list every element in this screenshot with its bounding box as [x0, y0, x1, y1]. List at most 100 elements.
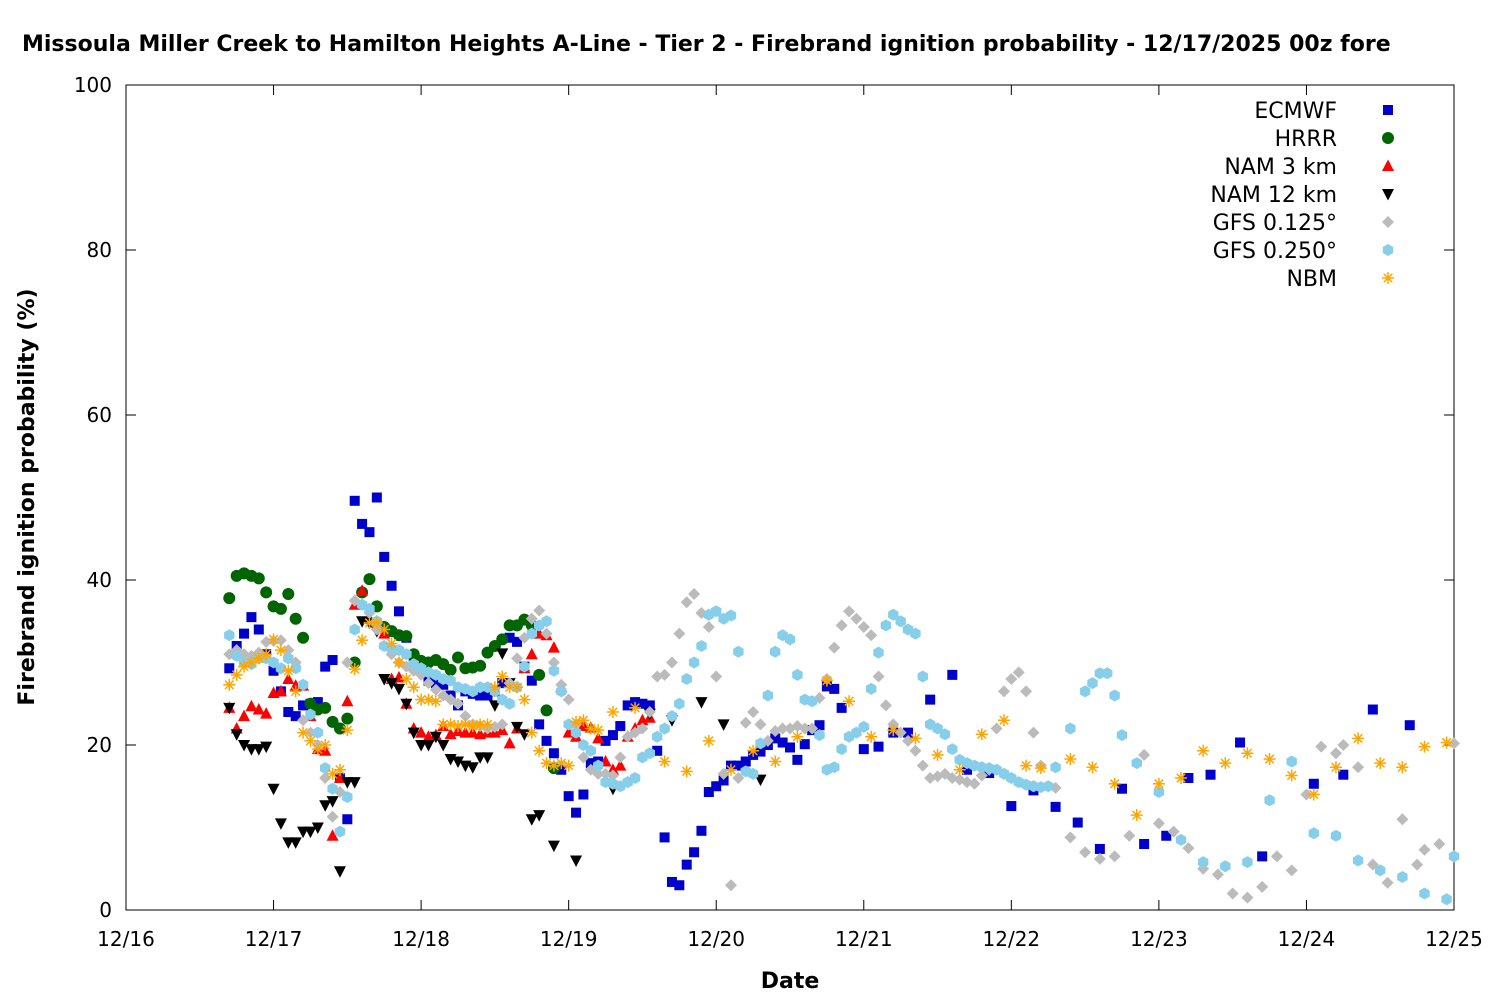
nam-12-km-point [223, 702, 236, 715]
gfs-0-250-point [563, 718, 574, 731]
x-tick-label: 12/21 [835, 927, 893, 951]
ecmwf-point [1072, 817, 1083, 828]
gfs-0-125-point [547, 656, 560, 669]
ecmwf-point [239, 628, 250, 639]
nbm-point [304, 734, 317, 747]
gfs-0-125-point [990, 722, 1003, 735]
ecmwf-point [792, 754, 803, 765]
y-tick-label: 100 [74, 73, 112, 97]
nbm-point [1307, 788, 1320, 801]
legend-label-ecmwf: ECMWF [1254, 99, 1337, 124]
legend-label-gfs-0-125: GFS 0.125° [1213, 211, 1337, 236]
gfs-0-125-point [1396, 813, 1409, 826]
ecmwf-point [947, 669, 958, 680]
ecmwf-point [858, 744, 869, 755]
ecmwf-point [925, 694, 936, 705]
nbm-point [629, 701, 642, 714]
nbm-point [282, 664, 295, 677]
ecmwf-point [666, 876, 677, 887]
gfs-0-250-point [327, 782, 338, 795]
nam-12-km-point [717, 719, 730, 731]
nam-12-km-point [437, 740, 450, 752]
legend-marker-ecmwf [1383, 105, 1393, 115]
gfs-0-125-point [326, 810, 339, 823]
nam-3-km-point [547, 641, 560, 653]
nbm-point [289, 685, 302, 698]
gfs-0-125-point [1138, 748, 1151, 761]
gfs-0-250-point [504, 697, 515, 710]
ecmwf-point [1183, 773, 1194, 783]
nam-12-km-point [488, 700, 501, 712]
gfs-0-125-point [614, 751, 627, 764]
ecmwf-point [962, 764, 973, 775]
ecmwf-point [637, 698, 648, 709]
nbm-point [444, 718, 457, 731]
ecmwf-point [379, 551, 390, 562]
nam-3-km-point [282, 672, 295, 684]
nam-12-km-point [400, 698, 413, 711]
gfs-0-250-point [1050, 761, 1061, 774]
gfs-0-125-point [1211, 868, 1224, 881]
legend-marker-gfs-0-250 [1382, 244, 1394, 256]
gfs-0-125-point [1093, 852, 1106, 865]
plot-frame [125, 84, 1455, 911]
gfs-0-250-point [755, 737, 766, 750]
nam-12-km-point [422, 740, 435, 752]
nam-3-km-point [326, 829, 339, 841]
gfs-0-125-point [1152, 817, 1165, 830]
ecmwf-point [268, 665, 279, 676]
nbm-point [1263, 753, 1276, 766]
ecmwf-point [799, 739, 810, 750]
gfs-0-250-point [526, 627, 537, 640]
gfs-0-125-point [865, 629, 878, 642]
ecmwf-point [1139, 839, 1150, 849]
nam-3-km-point [614, 759, 627, 771]
hrrr-point [223, 592, 236, 605]
gfs-0-250-point [770, 645, 781, 658]
nam-3-km-point [238, 709, 251, 722]
hrrr-point [274, 602, 287, 615]
nam-12-km-point [533, 810, 546, 822]
nbm-point [702, 734, 715, 747]
data-marks [223, 492, 1460, 906]
ecmwf-point [541, 735, 552, 746]
nbm-point [496, 670, 509, 683]
ecmwf-point [1050, 801, 1061, 812]
nbm-point [865, 730, 878, 743]
nbm-point [518, 693, 531, 706]
nbm-point [606, 706, 619, 718]
gfs-0-250-point [556, 685, 567, 698]
ecmwf-point [512, 636, 523, 647]
nam-12-km-point [304, 826, 317, 839]
nbm-point [680, 765, 693, 778]
ecmwf-point [622, 700, 633, 711]
nbm-point [230, 668, 243, 681]
y-tick-label: 80 [87, 238, 112, 262]
gfs-0-250-point [1079, 685, 1091, 698]
nbm-point [931, 748, 944, 761]
gfs-0-250-point [917, 670, 928, 683]
nbm-point [1440, 736, 1453, 749]
nam-12-km-point [260, 741, 273, 754]
gfs-0-125-point [680, 596, 693, 609]
x-tick-label: 12/23 [1130, 927, 1188, 951]
gfs-0-125-point [688, 588, 701, 601]
nbm-point [1352, 732, 1365, 745]
ecmwf-point [1404, 720, 1415, 731]
gfs-0-125-point [1167, 825, 1180, 838]
gfs-0-250-point [659, 722, 670, 735]
gfs-0-250-point [873, 646, 884, 659]
axis-ticks: 12/16 12/17 12/18 12/19 12/20 12/21 12/22 12/23… [74, 73, 1483, 951]
gfs-0-250-point [880, 619, 892, 632]
nbm-point [1130, 809, 1143, 822]
ecmwf-point [755, 746, 766, 757]
nbm-point [1396, 761, 1409, 774]
hrrr-point [533, 668, 546, 681]
gfs-0-125-point [754, 718, 767, 731]
gfs-0-125-point [1337, 739, 1350, 751]
gfs-0-250-point [733, 645, 744, 658]
gfs-0-250-point [541, 615, 552, 628]
nbm-point [348, 663, 361, 676]
gfs-0-125-point [710, 670, 723, 683]
nbm-point [385, 637, 398, 650]
